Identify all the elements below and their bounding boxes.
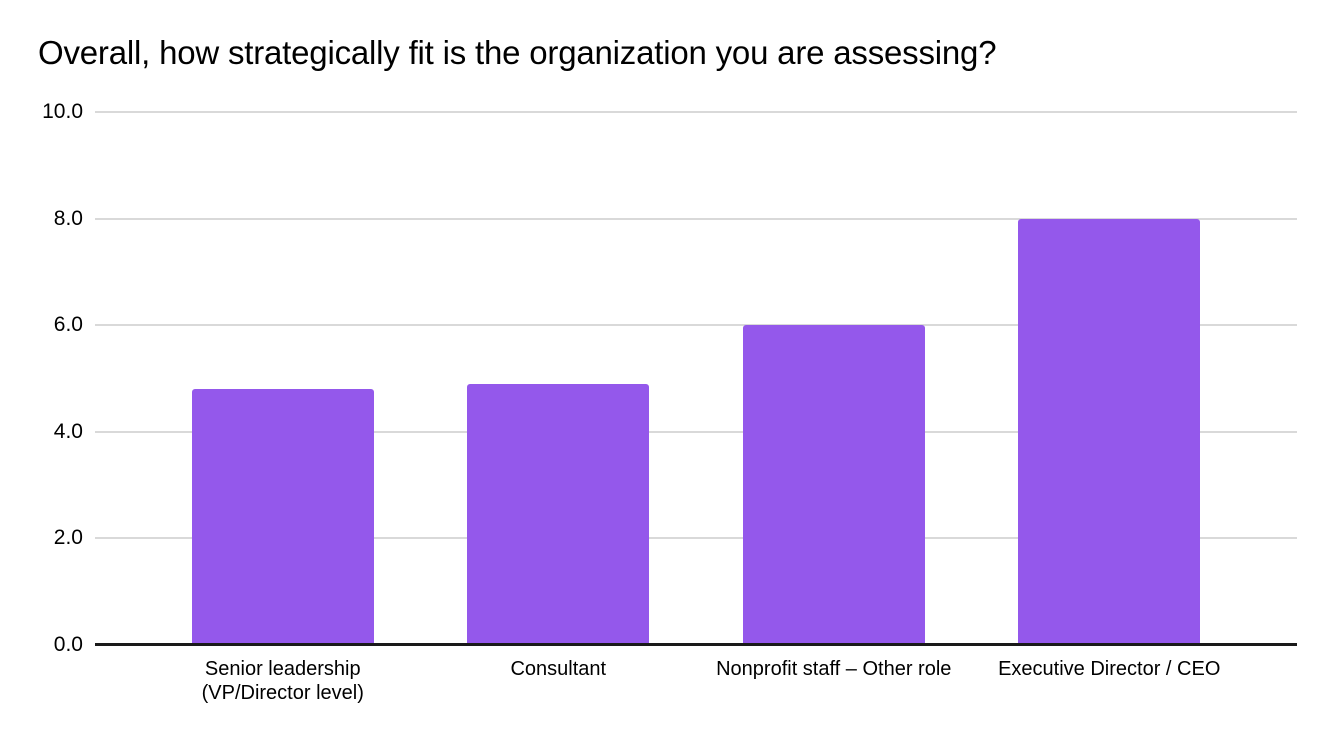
- bar[interactable]: [467, 383, 650, 645]
- y-tick-label: 4.0: [53, 419, 83, 443]
- gridline: [95, 537, 1297, 540]
- y-tick-label: 8.0: [53, 206, 83, 230]
- bar[interactable]: [742, 325, 925, 645]
- x-axis-line: [95, 643, 1297, 646]
- gridline: [95, 430, 1297, 433]
- y-tick-label: 2.0: [53, 526, 83, 550]
- category-label: Senior leadership (VP/Director level): [201, 658, 364, 704]
- category-label: Nonprofit staff – Other role: [716, 658, 952, 680]
- bar[interactable]: [1018, 218, 1201, 645]
- gridline: [95, 324, 1297, 327]
- category-label: Executive Director / CEO: [998, 658, 1221, 680]
- gridline: [95, 217, 1297, 220]
- y-tick-label: 6.0: [53, 313, 83, 337]
- category-label: Consultant: [510, 658, 607, 680]
- bar[interactable]: [191, 389, 374, 645]
- y-tick-label: 0.0: [53, 633, 83, 656]
- chart-title: Overall, how strategically fit is the or…: [38, 34, 997, 71]
- gridline: [95, 111, 1297, 113]
- y-tick-label: 10.0: [42, 100, 83, 123]
